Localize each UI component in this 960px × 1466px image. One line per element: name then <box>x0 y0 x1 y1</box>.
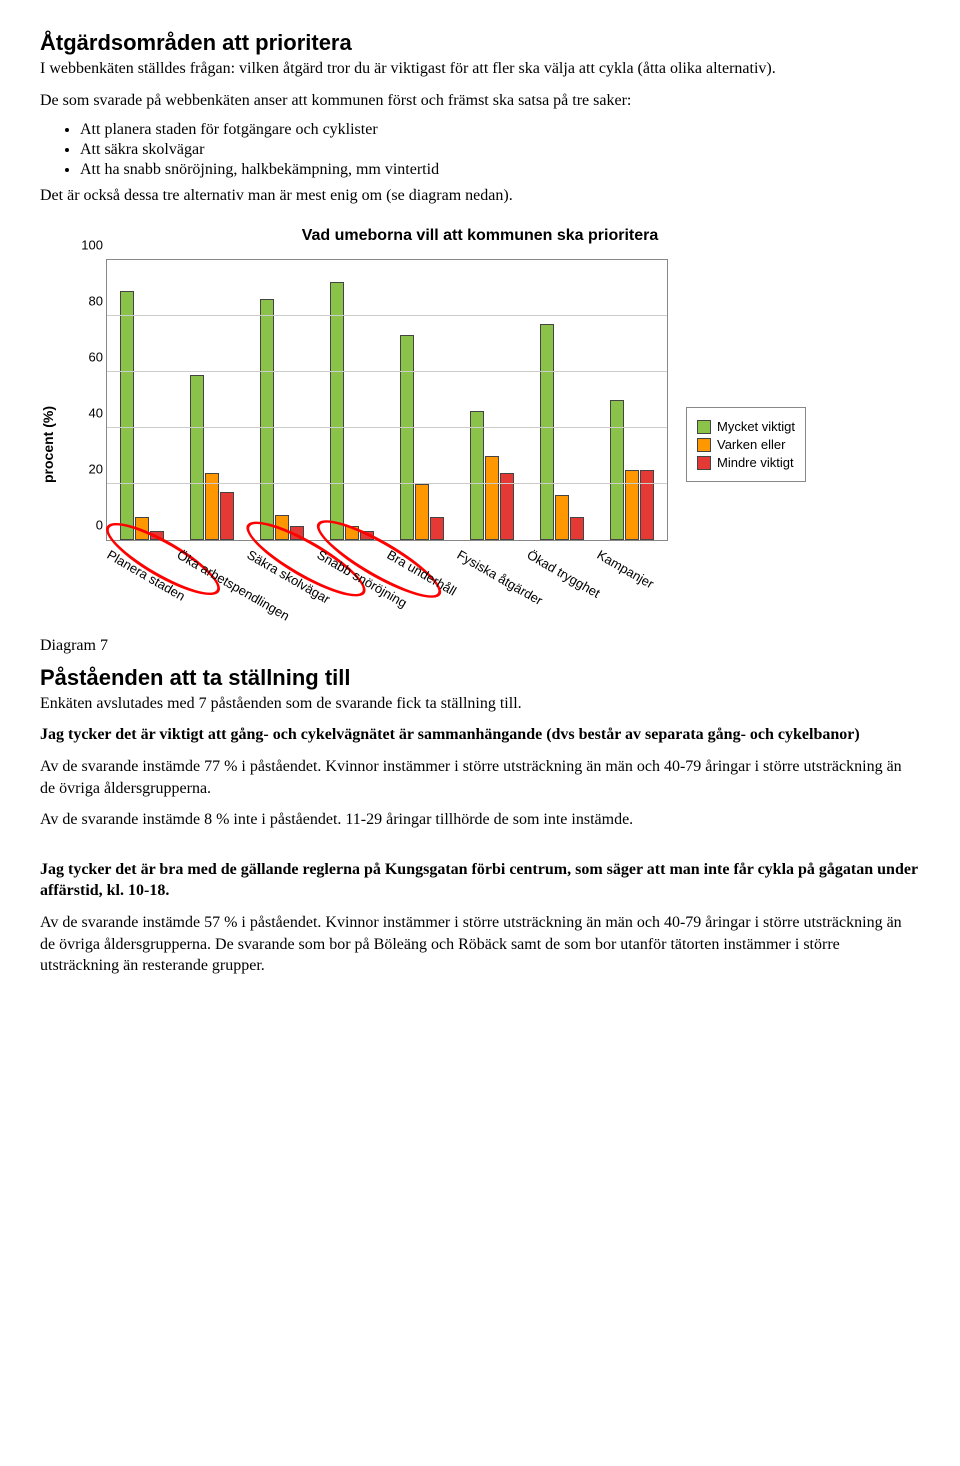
bar <box>120 291 134 540</box>
ytick: 0 <box>67 517 103 532</box>
bullet-item: Att säkra skolvägar <box>80 141 920 159</box>
legend-label: Varken eller <box>717 437 785 452</box>
section1-para2b: Det är också dessa tre alternativ man är… <box>40 185 920 207</box>
bar <box>260 299 274 540</box>
bar <box>430 517 444 539</box>
bar <box>290 526 304 540</box>
bar-group <box>527 324 597 540</box>
legend-swatch <box>697 456 711 470</box>
section1-bullets: Att planera staden för fotgängare och cy… <box>40 121 920 179</box>
chart-legend: Mycket viktigt Varken eller Mindre viktigt <box>686 407 806 482</box>
bar <box>275 515 289 540</box>
section1-para2a: De som svarade på webbenkäten anser att … <box>40 90 920 112</box>
legend-label: Mycket viktigt <box>717 419 795 434</box>
bar <box>485 456 499 540</box>
bar-group <box>107 291 177 540</box>
section1-title: Åtgärdsområden att prioritera <box>40 30 920 56</box>
bullet-item: Att ha snabb snöröjning, halkbekämpning,… <box>80 161 920 179</box>
bullet-item: Att planera staden för fotgängare och cy… <box>80 121 920 139</box>
chart-title: Vad umeborna vill att kommunen ska prior… <box>40 227 920 245</box>
legend-label: Mindre viktigt <box>717 455 794 470</box>
bar-group <box>457 411 527 540</box>
bar <box>330 282 344 540</box>
section2-intro: Enkäten avslutades med 7 påståenden som … <box>40 693 920 715</box>
bar <box>570 517 584 539</box>
bar <box>360 531 374 539</box>
bar <box>190 375 204 540</box>
q1-p1: Av de svarande instämde 77 % i påstående… <box>40 756 920 799</box>
bar <box>610 400 624 540</box>
q2-p1: Av de svarande instämde 57 % i påstående… <box>40 912 920 977</box>
bar <box>345 526 359 540</box>
legend-item: Mindre viktigt <box>697 455 795 470</box>
bar <box>625 470 639 540</box>
legend-swatch <box>697 420 711 434</box>
bar <box>400 335 414 539</box>
bar-group <box>387 335 457 539</box>
xlabel: Kampanjer <box>595 547 657 591</box>
ytick: 20 <box>67 461 103 476</box>
xlabel: Planera staden <box>105 547 188 604</box>
q2-question: Jag tycker det är bra med de gällande re… <box>40 859 920 902</box>
legend-swatch <box>697 438 711 452</box>
legend-item: Mycket viktigt <box>697 419 795 434</box>
section2-title: Påståenden att ta ställning till <box>40 665 920 691</box>
ytick: 40 <box>67 405 103 420</box>
bar <box>150 531 164 539</box>
q1-question: Jag tycker det är viktigt att gång- och … <box>40 724 920 746</box>
chart-caption: Diagram 7 <box>40 637 920 655</box>
bar-group <box>597 400 667 540</box>
q1-p2: Av de svarande instämde 8 % inte i påstå… <box>40 809 920 831</box>
bar-group <box>177 375 247 540</box>
chart-plot: 020406080100 <box>106 259 668 541</box>
ytick: 60 <box>67 349 103 364</box>
bar <box>135 517 149 539</box>
legend-item: Varken eller <box>697 437 795 452</box>
section1-intro: I webbenkäten ställdes frågan: vilken åt… <box>40 58 920 80</box>
bar-group <box>317 282 387 540</box>
chart-container: Vad umeborna vill att kommunen ska prior… <box>40 227 920 655</box>
bar <box>640 470 654 540</box>
ytick: 80 <box>67 293 103 308</box>
bar <box>220 492 234 540</box>
bar <box>555 495 569 540</box>
ytick: 100 <box>67 237 103 252</box>
bar <box>470 411 484 540</box>
bar <box>540 324 554 540</box>
xlabel: Öka arbetspendlingen <box>175 547 293 624</box>
bar <box>415 484 429 540</box>
bar-group <box>247 299 317 540</box>
chart-ylabel: procent (%) <box>40 259 56 631</box>
